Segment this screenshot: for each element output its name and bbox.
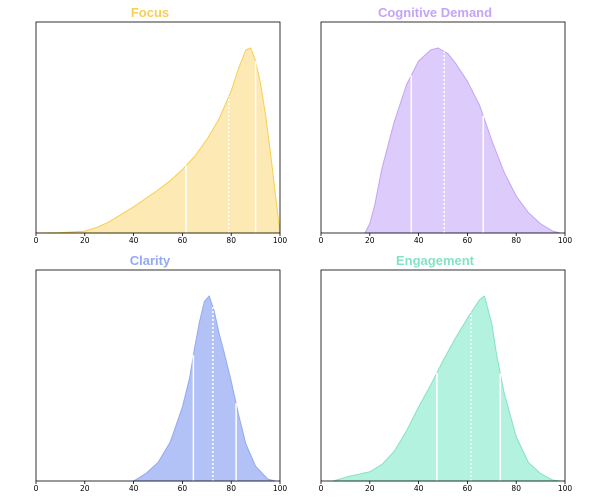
x-tick-label: 40 — [414, 236, 424, 245]
chart-title: Cognitive Demand — [377, 5, 493, 20]
x-tick-label: 100 — [273, 484, 288, 493]
x-tick-label: 20 — [80, 484, 90, 493]
x-tick-label: 20 — [365, 484, 375, 493]
plot-frame — [320, 21, 566, 234]
chart-svg: 0 20 40 60 80 100 — [34, 269, 288, 493]
x-tick-label: 0 — [319, 236, 324, 245]
x-tick-label: 60 — [463, 236, 473, 245]
x-tick-label: 100 — [558, 484, 573, 493]
chart-panel: Engagement 0 20 40 60 80 100 — [285, 248, 585, 500]
density-area — [332, 295, 561, 482]
chart-title: Engagement — [395, 253, 474, 268]
chart-svg: 0 20 40 60 80 100 — [34, 21, 288, 245]
density-area — [133, 295, 276, 482]
x-tick-label: 0 — [319, 484, 324, 493]
chart-panel: Focus 0 20 40 60 80 100 — [0, 0, 300, 252]
chart-panel: Clarity 0 20 40 60 80 100 — [0, 248, 300, 500]
x-tick-label: 0 — [34, 236, 39, 245]
density-area — [35, 47, 281, 234]
density-area — [364, 47, 561, 234]
x-tick-label: 60 — [178, 484, 188, 493]
plot-frame — [35, 21, 281, 234]
x-tick-label: 80 — [226, 236, 236, 245]
plot-frame — [320, 269, 566, 482]
x-tick-label: 100 — [273, 236, 288, 245]
chart-panel: Cognitive Demand 0 20 40 60 80 100 — [285, 0, 585, 252]
x-tick-label: 40 — [129, 484, 139, 493]
x-tick-label: 40 — [129, 236, 139, 245]
chart-svg: 0 20 40 60 80 100 — [319, 269, 573, 493]
chart-title: Focus — [130, 5, 170, 20]
chart-svg: 0 20 40 60 80 100 — [319, 21, 573, 245]
chart-title: Clarity — [129, 253, 171, 268]
x-tick-label: 100 — [558, 236, 573, 245]
plot-frame — [35, 269, 281, 482]
x-tick-label: 60 — [463, 484, 473, 493]
x-tick-label: 40 — [414, 484, 424, 493]
x-tick-label: 20 — [80, 236, 90, 245]
x-tick-label: 80 — [511, 236, 521, 245]
x-tick-label: 0 — [34, 484, 39, 493]
x-tick-label: 80 — [226, 484, 236, 493]
x-tick-label: 80 — [511, 484, 521, 493]
x-tick-label: 60 — [178, 236, 188, 245]
x-tick-label: 20 — [365, 236, 375, 245]
